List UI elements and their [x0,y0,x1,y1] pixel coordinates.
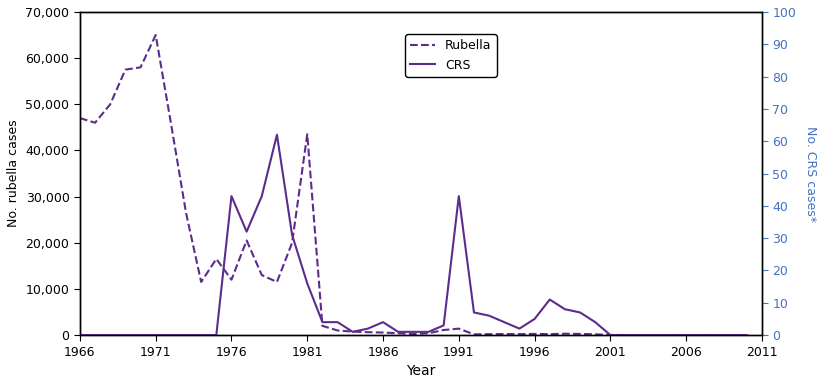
Rubella [424,331,433,336]
CRS [257,194,267,198]
CRS [363,326,372,331]
X-axis label: Year: Year [406,364,436,378]
CRS [151,333,161,337]
CRS [241,229,251,234]
Rubella [438,328,448,332]
CRS [666,333,676,337]
CRS [75,333,85,337]
Rubella [620,333,630,337]
Rubella [514,332,524,336]
CRS [166,333,176,337]
Rubella [636,333,646,337]
CRS [317,320,327,325]
Rubella [317,323,327,328]
CRS [438,323,448,328]
CRS [90,333,100,337]
Rubella [590,332,600,336]
CRS [469,310,479,315]
CRS [636,333,646,337]
Line: CRS: CRS [80,135,747,335]
CRS [454,194,464,198]
Line: Rubella: Rubella [80,35,747,335]
Rubella [181,211,191,215]
Rubella [241,238,251,243]
CRS [681,333,691,337]
CRS [378,320,388,325]
CRS [105,333,115,337]
Rubella [575,331,585,336]
CRS [606,333,616,337]
Rubella [90,121,100,125]
CRS [287,233,297,237]
Rubella [151,33,161,37]
Rubella [696,333,706,337]
CRS [120,333,130,337]
Rubella [302,132,312,137]
CRS [530,316,540,321]
Rubella [105,102,115,107]
Rubella [454,326,464,331]
CRS [560,307,570,311]
Rubella [409,332,419,336]
CRS [620,333,630,337]
CRS [302,281,312,286]
Rubella [499,332,509,336]
CRS [196,333,206,337]
Legend: Rubella, CRS: Rubella, CRS [405,34,497,77]
CRS [499,320,509,325]
CRS [136,333,146,337]
CRS [651,333,661,337]
CRS [575,310,585,315]
Rubella [711,333,721,337]
CRS [333,320,343,325]
Rubella [166,121,176,125]
Rubella [333,328,343,333]
Rubella [378,330,388,335]
CRS [742,333,751,337]
Y-axis label: No. rubella cases: No. rubella cases [7,120,20,227]
CRS [696,333,706,337]
Rubella [545,332,555,336]
Rubella [75,116,85,121]
Rubella [742,333,751,337]
CRS [348,330,358,334]
CRS [393,330,403,334]
Y-axis label: No. CRS cases*: No. CRS cases* [804,126,817,221]
CRS [545,297,555,302]
Rubella [287,241,297,245]
CRS [227,194,236,198]
Rubella [136,65,146,70]
CRS [485,313,494,318]
CRS [272,132,282,137]
Rubella [196,280,206,284]
CRS [212,333,222,337]
CRS [181,333,191,337]
Rubella [272,280,282,284]
Rubella [120,67,130,72]
Rubella [469,332,479,336]
Rubella [666,333,676,337]
CRS [424,330,433,334]
Rubella [485,332,494,336]
Rubella [681,333,691,337]
Rubella [212,257,222,261]
CRS [711,333,721,337]
Rubella [393,331,403,336]
Rubella [651,333,661,337]
Rubella [363,330,372,335]
Rubella [227,277,236,282]
Rubella [727,333,737,337]
Rubella [257,273,267,277]
Rubella [606,333,616,337]
CRS [727,333,737,337]
Rubella [560,331,570,336]
CRS [514,326,524,331]
CRS [590,320,600,325]
CRS [409,330,419,334]
Rubella [530,331,540,336]
Rubella [348,329,358,334]
